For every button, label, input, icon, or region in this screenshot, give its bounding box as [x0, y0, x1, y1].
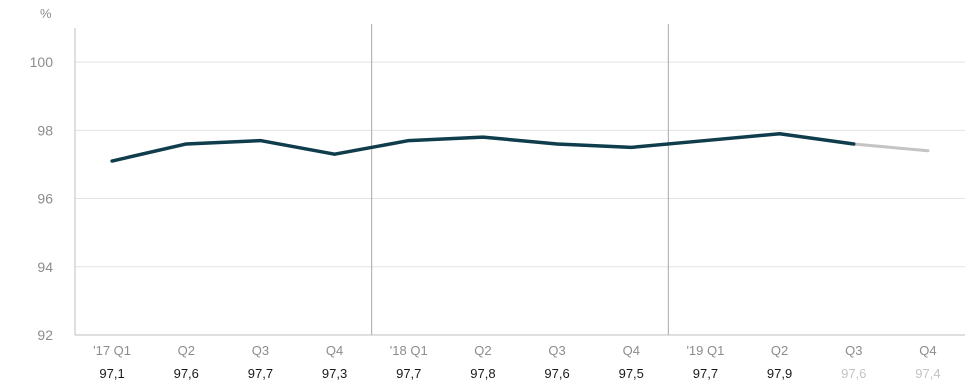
value-label: 97,3 [322, 366, 347, 381]
year-separators [371, 24, 669, 335]
value-label: 97,6 [841, 366, 866, 381]
y-tick-label: 94 [37, 259, 53, 275]
value-label: 97,9 [767, 366, 792, 381]
x-category-label: '18 Q1 [390, 343, 428, 358]
value-label: 97,6 [544, 366, 569, 381]
y-tick-label: 98 [37, 122, 53, 138]
x-category-label: '19 Q1 [686, 343, 724, 358]
x-category-label: Q3 [845, 343, 862, 358]
value-label: 97,6 [174, 366, 199, 381]
value-label: 97,1 [99, 366, 124, 381]
x-category-label: Q3 [252, 343, 269, 358]
y-unit-label: % [40, 6, 52, 21]
actual-segment [110, 131, 856, 163]
value-label: 97,4 [915, 366, 940, 381]
x-category-label: Q2 [771, 343, 788, 358]
value-label: 97,7 [693, 366, 718, 381]
value-label: 97,5 [619, 366, 644, 381]
value-label: 97,7 [396, 366, 421, 381]
x-category-label: '17 Q1 [93, 343, 131, 358]
x-category-label: Q4 [623, 343, 640, 358]
labels: 92 94 96 98 100% '17 Q1 97,1 Q2 97,6 Q3 97,7 Q4 97,3… [30, 6, 941, 381]
x-category-label: Q4 [919, 343, 936, 358]
estimated-segment [852, 142, 930, 153]
value-label: 97,7 [248, 366, 273, 381]
y-tick-label: 92 [37, 327, 53, 343]
y-tick-label: 96 [37, 191, 53, 207]
y-tick-label: 100 [30, 54, 54, 70]
x-category-label: Q2 [178, 343, 195, 358]
axes [74, 28, 965, 336]
series-line [110, 131, 930, 163]
x-category-label: Q4 [326, 343, 343, 358]
x-category-label: Q2 [474, 343, 491, 358]
x-category-label: Q3 [548, 343, 565, 358]
value-label: 97,8 [470, 366, 495, 381]
gridlines [75, 61, 965, 268]
